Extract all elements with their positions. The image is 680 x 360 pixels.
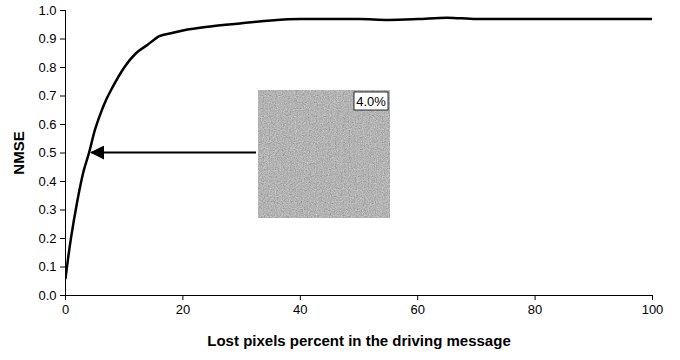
svg-text:0: 0 [62,302,69,317]
svg-text:40: 40 [293,302,307,317]
svg-text:0.2: 0.2 [38,231,56,246]
svg-text:0.5: 0.5 [38,145,56,160]
svg-text:0.8: 0.8 [38,60,56,75]
svg-text:0.0: 0.0 [38,288,56,303]
svg-text:0.3: 0.3 [38,202,56,217]
svg-text:0.6: 0.6 [38,117,56,132]
svg-text:60: 60 [410,302,424,317]
svg-text:0.9: 0.9 [38,31,56,46]
svg-text:4.0%: 4.0% [356,94,386,109]
svg-text:20: 20 [176,302,190,317]
svg-text:0.1: 0.1 [38,259,56,274]
svg-text:NMSE: NMSE [10,131,27,174]
svg-text:1.0: 1.0 [38,3,56,18]
svg-text:80: 80 [528,302,542,317]
svg-text:0.4: 0.4 [38,174,56,189]
svg-text:100: 100 [642,302,664,317]
svg-text:Lost pixels percent in the dri: Lost pixels percent in the driving messa… [207,332,510,349]
svg-text:0.7: 0.7 [38,88,56,103]
